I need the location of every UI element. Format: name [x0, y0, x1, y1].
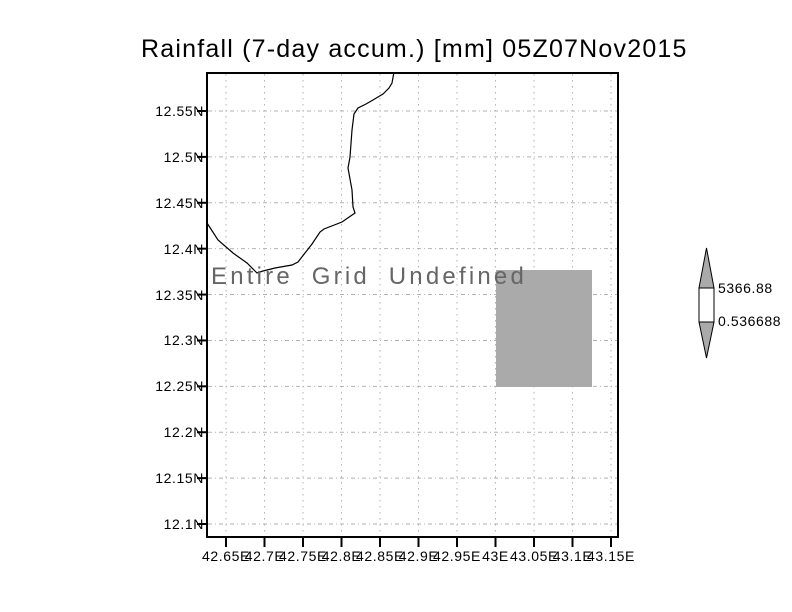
lat-tick-label: 12.55N — [155, 103, 204, 119]
lat-tick-label: 12.1N — [163, 516, 204, 532]
colorbar — [698, 247, 715, 359]
axis-ticks — [197, 110, 612, 547]
plot-title: Rainfall (7-day accum.) [mm] 05Z07Nov201… — [141, 35, 688, 63]
lon-tick-label: 42.8E — [321, 548, 362, 564]
lat-tick-label: 12.45N — [155, 194, 204, 211]
lon-tick-label: 42.7E — [244, 548, 285, 564]
plot-frame — [206, 72, 619, 538]
undefined-region-fill — [496, 270, 592, 387]
lat-tick-label: 12.3N — [163, 332, 204, 349]
lon-tick-label: 43E — [482, 548, 509, 564]
lat-tick-label: 12.4N — [163, 240, 204, 257]
lon-tick-label: 42.75E — [279, 548, 327, 564]
lat-tick-label: 12.25N — [155, 378, 204, 395]
colorbar-body — [698, 287, 715, 323]
lon-tick-label: 42.95E — [433, 548, 481, 564]
lat-tick-label: 12.15N — [155, 470, 204, 487]
colorbar-min-label: 0.536688 — [718, 313, 782, 329]
lon-tick-label: 43.05E — [510, 548, 558, 564]
colorbar-max-label: 5366.88 — [718, 280, 773, 296]
lon-tick-label: 42.9E — [398, 548, 439, 564]
coastline — [206, 71, 395, 274]
colorbar-top-arrow — [698, 247, 715, 289]
colorbar-bottom-arrow — [698, 321, 715, 359]
undefined-grid-message: Entire Grid Undefined — [211, 263, 527, 290]
lon-tick-label: 43.15E — [587, 548, 635, 564]
lon-tick-label: 42.65E — [202, 548, 250, 564]
lon-tick-label: 42.85E — [356, 548, 404, 564]
lat-tick-label: 12.2N — [163, 424, 204, 441]
lat-tick-label: 12.5N — [163, 148, 204, 165]
lat-tick-label: 12.35N — [155, 286, 204, 303]
lon-tick-label: 43.1E — [552, 548, 593, 564]
